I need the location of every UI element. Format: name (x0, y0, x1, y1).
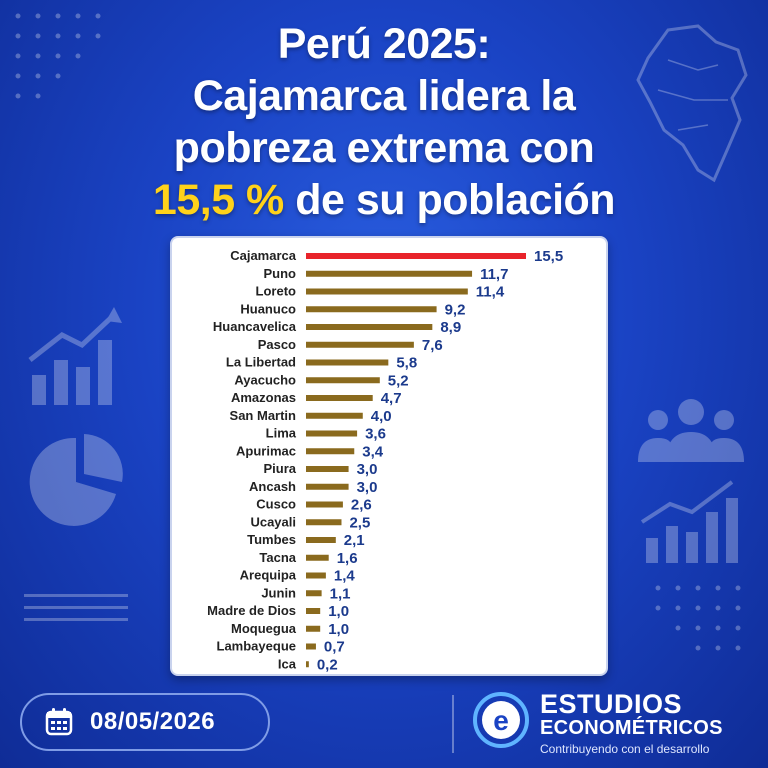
value-label: 3,0 (357, 461, 378, 478)
bar (306, 377, 380, 384)
bar (306, 537, 336, 543)
value-label: 0,7 (324, 639, 345, 656)
category-label: Cajamarca (230, 248, 297, 263)
bar (306, 590, 322, 597)
headline-line-1: Perú 2025: (277, 20, 491, 68)
headline-line-4: 15,5 % de su población (0, 174, 768, 226)
bar (306, 554, 329, 561)
value-label: 3,6 (365, 426, 386, 443)
bar (306, 661, 309, 668)
date-pill: 08/05/2026 (20, 693, 270, 751)
date-text: 08/05/2026 (90, 708, 216, 735)
category-label: Lambayeque (217, 639, 296, 654)
growth-chart-icon (640, 480, 738, 563)
category-label: San Martin (230, 408, 297, 423)
category-label: Ucayali (250, 514, 296, 529)
value-label: 9,2 (445, 301, 466, 318)
value-label: 4,7 (381, 390, 402, 407)
bar (306, 625, 321, 632)
svg-text:e: e (493, 705, 509, 736)
bar (306, 501, 343, 508)
category-label: Amazonas (231, 390, 296, 405)
value-label: 2,6 (351, 497, 372, 514)
dot-grid-icon (15, 13, 101, 99)
category-label: Ancash (249, 479, 296, 494)
category-label: Piura (263, 461, 296, 476)
bar (306, 519, 342, 526)
bar (306, 448, 355, 455)
headline-line-2: Cajamarca lidera la (192, 72, 576, 120)
category-label: La Libertad (226, 355, 296, 370)
headline-line-4-rest: de su población (283, 176, 616, 224)
category-label: Loreto (256, 284, 297, 299)
value-label: 4,0 (371, 408, 392, 425)
category-label: Puno (264, 266, 297, 281)
headline-line-3: pobreza extrema con (173, 124, 595, 172)
category-label: Arequipa (240, 568, 297, 583)
bar (306, 324, 433, 330)
bar (306, 306, 437, 313)
value-label: 3,0 (357, 479, 378, 496)
category-label: Tumbes (247, 532, 296, 547)
category-label: Tacna (259, 550, 296, 565)
category-label: Huanuco (240, 301, 296, 316)
brand-logo-icon: e (473, 692, 529, 748)
bar (306, 359, 389, 366)
value-label: 5,2 (388, 372, 409, 389)
value-label: 2,1 (344, 532, 365, 549)
bar (306, 412, 363, 419)
bar (306, 608, 321, 614)
brand-name-line-2: ECONOMÉTRICOS (540, 717, 723, 739)
value-label: 11,4 (476, 284, 505, 301)
bar (306, 288, 468, 295)
bar (306, 483, 349, 490)
category-label: Apurimac (236, 443, 296, 458)
bar (306, 466, 349, 472)
brand-name-line-1: ESTUDIOS (540, 689, 683, 719)
value-label: 1,1 (330, 585, 351, 602)
value-label: 0,2 (317, 656, 338, 673)
lines-icon (24, 594, 128, 621)
headline: Perú 2025: Cajamarca lidera la pobreza e… (0, 18, 768, 226)
category-label: Moquegua (231, 621, 297, 636)
brand-block: e ESTUDIOS ECONOMÉTRICOS Contribuyendo c… (472, 683, 762, 763)
rising-chart-icon (28, 307, 122, 405)
value-label: 8,9 (440, 319, 461, 336)
value-label: 7,6 (422, 337, 443, 354)
category-label: Ayacucho (234, 372, 296, 387)
chart-panel: Cajamarca 15,5 Puno 11,7 Loreto 11,4 Huanuco 9,… (170, 236, 608, 676)
footer-divider (452, 695, 454, 753)
category-label: Huancavelica (213, 319, 297, 334)
brand-slogan: Contribuyendo con el desarrollo (540, 742, 710, 756)
category-label: Cusco (256, 497, 296, 512)
value-label: 3,4 (362, 443, 384, 460)
peru-map-icon (636, 24, 748, 183)
bar (306, 270, 473, 277)
category-label: Pasco (258, 337, 296, 352)
bar (306, 430, 358, 437)
dot-grid-icon (655, 585, 741, 651)
value-label: 2,5 (349, 514, 370, 531)
value-label: 1,4 (334, 568, 356, 585)
category-label: Ica (278, 656, 297, 671)
bar (306, 643, 316, 650)
value-label: 1,0 (328, 603, 349, 620)
value-label: 11,7 (480, 266, 508, 283)
bar (306, 253, 526, 259)
calendar-icon (45, 708, 73, 736)
category-label: Junin (261, 585, 296, 600)
bar-chart: Cajamarca 15,5 Puno 11,7 Loreto 11,4 Huanuco 9,… (207, 248, 563, 673)
value-label: 1,6 (337, 550, 358, 567)
people-group-icon (638, 399, 744, 462)
value-label: 5,8 (396, 355, 417, 372)
category-label: Lima (266, 426, 297, 441)
bar (306, 341, 414, 348)
category-label: Madre de Dios (207, 603, 296, 618)
value-label: 1,0 (328, 621, 349, 638)
headline-highlight-value: 15,5 % (152, 176, 284, 224)
pie-chart-icon (29, 434, 123, 526)
bar (306, 572, 326, 579)
value-label: 15,5 (534, 248, 563, 265)
bar (306, 395, 373, 401)
